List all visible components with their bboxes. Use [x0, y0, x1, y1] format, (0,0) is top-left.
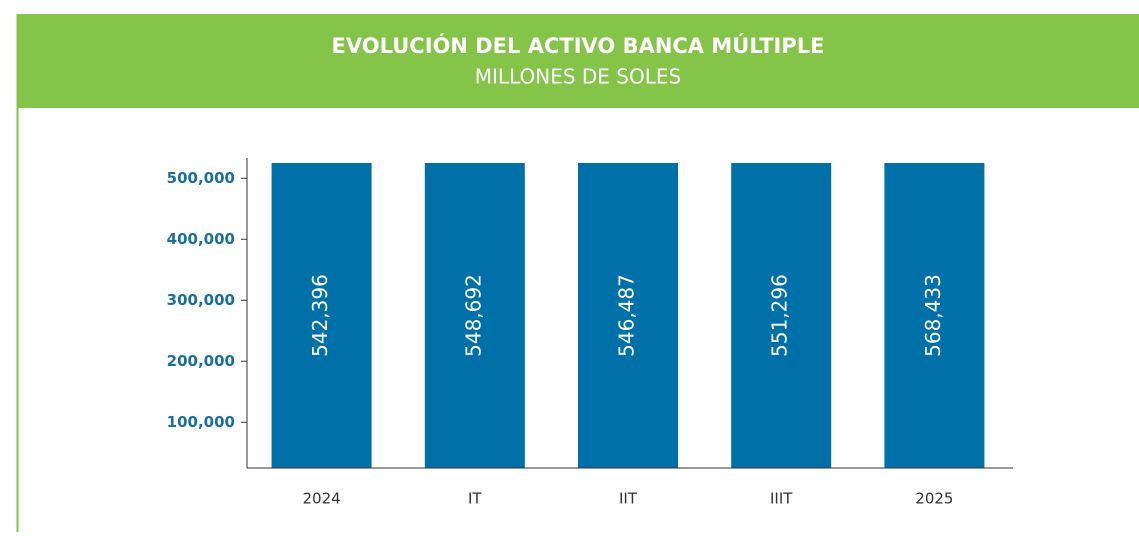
bar — [271, 163, 372, 468]
y-tick-label: 100,000 — [167, 413, 235, 431]
data-label: 568,433 — [921, 274, 945, 357]
chart-subtitle: MILLONES DE SOLES — [475, 65, 681, 89]
data-label: 542,396 — [308, 274, 332, 357]
y-tick-label: 400,000 — [167, 230, 235, 248]
y-tick-label: 500,000 — [167, 169, 235, 187]
x-tick-label: 2024 — [303, 490, 341, 508]
x-tick-label: 2025 — [915, 490, 953, 508]
bar — [424, 163, 525, 468]
x-tick-label: IIIT — [770, 490, 793, 508]
chart-title: EVOLUCIÓN DEL ACTIVO BANCA MÚLTIPLE — [332, 33, 825, 58]
bar — [731, 163, 832, 468]
bar — [884, 163, 985, 468]
data-label: 546,487 — [615, 274, 639, 357]
data-label: 551,296 — [768, 274, 792, 357]
header-band — [17, 14, 1139, 108]
y-tick-label: 200,000 — [167, 352, 235, 370]
bar — [578, 163, 678, 468]
plot-area — [271, 163, 985, 468]
x-tick-label: IT — [468, 490, 482, 508]
data-label: 548,692 — [461, 274, 485, 357]
x-tick-label: IIT — [619, 490, 638, 508]
y-tick-label: 300,000 — [167, 291, 235, 309]
